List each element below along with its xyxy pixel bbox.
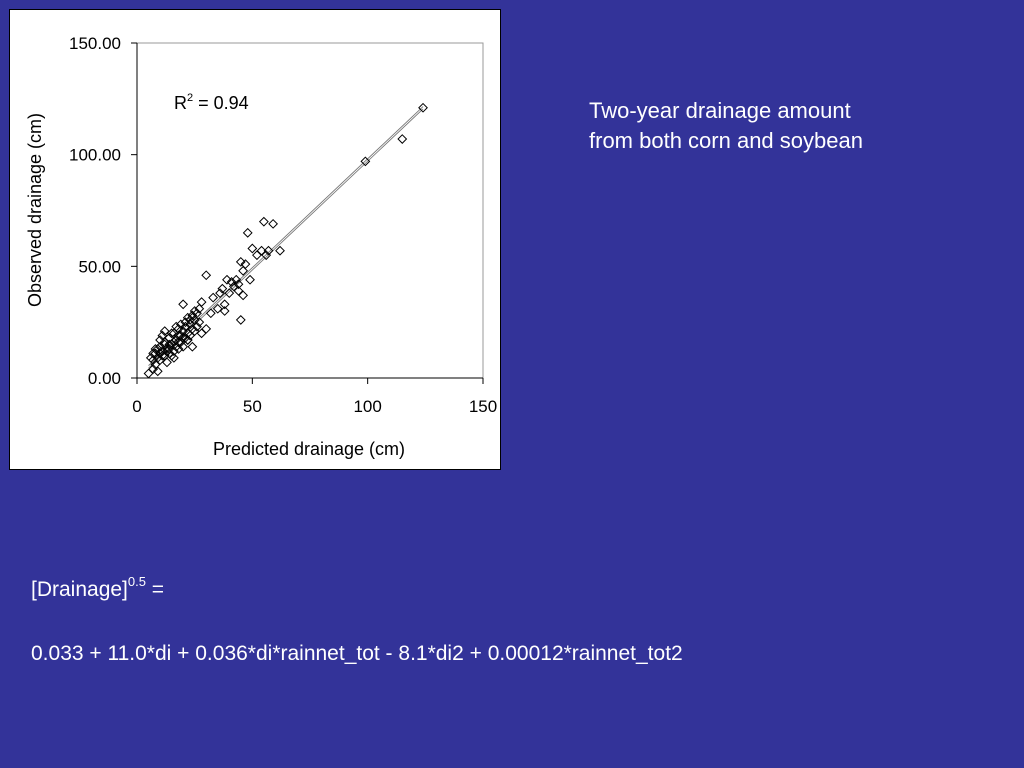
trendline (148, 106, 424, 366)
formula-lhs: [Drainage]0.5 = (31, 575, 165, 602)
data-point (196, 297, 207, 307)
data-point (194, 317, 205, 328)
data-point (397, 134, 408, 144)
data-point (159, 326, 170, 337)
data-point (178, 332, 189, 343)
y-tick-label: 150.00 (69, 34, 121, 53)
data-point (219, 306, 230, 316)
data-point (182, 335, 193, 345)
data-point (208, 292, 219, 303)
formula-lhs-equals: = (145, 578, 165, 601)
data-point (240, 259, 251, 270)
data-points-group (143, 102, 428, 379)
scatter-chart: 0 50 100 150 0.00 50.00 100.00 150.00 R2 = 0.94… (25, 34, 497, 459)
data-point (231, 274, 242, 285)
y-axis-title: Observed drainage (cm) (25, 113, 45, 307)
formula-lhs-exponent: 0.5 (127, 574, 146, 589)
caption-line-2: from both corn and soybean (589, 128, 863, 153)
formula-rhs: 0.033 + 11.0*di + 0.036*di*rainnet_tot -… (31, 642, 683, 665)
data-point (164, 344, 175, 354)
data-point (235, 315, 246, 325)
data-point (189, 306, 200, 316)
data-point (222, 274, 232, 285)
data-point (258, 216, 269, 227)
data-point (155, 348, 165, 359)
data-point (194, 303, 205, 314)
data-point (152, 344, 163, 354)
y-tick-label: 0.00 (88, 369, 121, 388)
data-point (245, 274, 255, 285)
data-point (247, 243, 258, 254)
data-point (166, 328, 177, 339)
scatter-chart-panel: 0 50 100 150 0.00 50.00 100.00 150.00 R2 = 0.94… (9, 9, 501, 470)
data-point (162, 357, 172, 368)
data-point (180, 321, 191, 332)
x-tick-label: 0 (132, 397, 141, 416)
data-point (263, 245, 274, 256)
slide-caption: Two-year drainage amount from both corn … (589, 96, 989, 156)
data-point (178, 299, 189, 310)
x-axis-title: Predicted drainage (cm) (213, 439, 405, 459)
data-point (168, 352, 179, 363)
caption-line-1: Two-year drainage amount (589, 98, 851, 123)
data-point (418, 102, 428, 113)
data-point (173, 330, 184, 341)
data-point (166, 350, 177, 361)
data-point (205, 308, 216, 319)
data-point (148, 355, 159, 366)
data-point (152, 366, 163, 377)
data-point (171, 321, 182, 332)
data-point (187, 341, 198, 352)
data-point (201, 323, 212, 334)
data-point (242, 227, 253, 238)
data-point (217, 283, 228, 294)
x-tick-label: 150 (469, 397, 497, 416)
y-tick-label: 50.00 (78, 257, 121, 276)
data-point (235, 256, 246, 267)
data-point (173, 344, 184, 354)
x-tick-label: 100 (353, 397, 381, 416)
data-point (233, 279, 244, 290)
data-point (175, 319, 186, 330)
data-point (168, 337, 179, 348)
y-tick-label: 100.00 (69, 146, 121, 165)
data-point (275, 245, 285, 256)
formula-lhs-base: [Drainage] (31, 578, 128, 601)
r-squared-annotation: R2 = 0.94 (174, 92, 249, 113)
axis-ticks: 0 50 100 150 0.00 50.00 100.00 150.00 (69, 34, 497, 416)
data-point (224, 288, 235, 299)
data-point (226, 277, 237, 287)
data-point (360, 156, 371, 167)
x-tick-label: 50 (243, 397, 262, 416)
data-point (268, 218, 279, 229)
data-point (238, 265, 249, 276)
data-point (201, 270, 212, 281)
data-point (238, 290, 249, 301)
data-point (212, 303, 223, 314)
data-point (219, 299, 230, 310)
